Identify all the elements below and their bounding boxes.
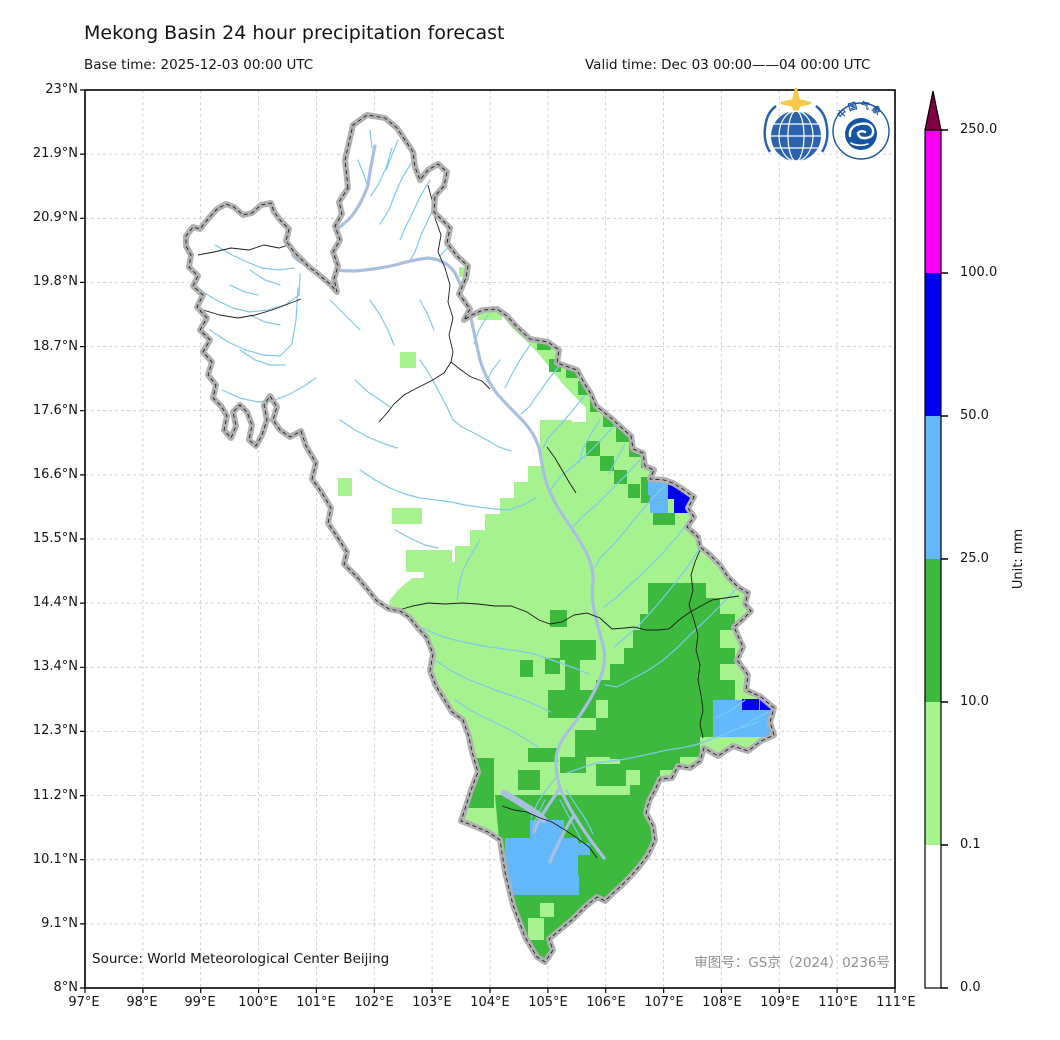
latitude-tick-label: 21.9°N xyxy=(32,146,78,162)
longitude-tick-label: 107°E xyxy=(644,995,684,1010)
latitude-tick-label: 13.4°N xyxy=(32,659,78,675)
wmo-logo-icon xyxy=(763,87,829,162)
latitude-tick-label: 8°N xyxy=(53,979,79,995)
longitude-tick-label: 111°E xyxy=(876,995,916,1010)
axes-frame xyxy=(80,89,896,993)
colorbar-tick-label: 0.0 xyxy=(960,980,981,995)
colorbar-tick-label: 10.0 xyxy=(960,694,989,709)
latitude-tick-label: 14.4°N xyxy=(32,595,78,611)
longitude-tick-label: 102°E xyxy=(354,995,394,1010)
colorbar xyxy=(924,90,948,989)
longitude-tick-label: 104°E xyxy=(470,995,510,1010)
base-time-label: Base time: 2025-12-03 00:00 UTC xyxy=(84,57,314,73)
longitude-tick-label: 105°E xyxy=(528,995,568,1010)
latitude-tick-label: 10.1°N xyxy=(32,851,78,867)
latitude-tick-label: 12.3°N xyxy=(32,723,78,739)
latitude-tick-label: 11.2°N xyxy=(32,787,78,803)
longitude-tick-label: 109°E xyxy=(760,995,800,1010)
latitude-axis: 23°N 21.9°N 20.9°N 19.8°N 18.7°N 17.6°N 16.6°N… xyxy=(0,81,78,997)
longitude-tick-label: 106°E xyxy=(586,995,626,1010)
colorbar-tick-label: 50.0 xyxy=(960,408,989,423)
longitude-tick-label: 97°E xyxy=(68,995,100,1010)
valid-time-label: Valid time: Dec 03 00:00——04 00:00 UTC xyxy=(585,57,871,73)
colorbar-tick-labels: 250.0 100.0 50.0 25.0 10.0 0.1 0.0 xyxy=(960,121,997,997)
longitude-tick-label: 98°E xyxy=(126,995,158,1010)
cma-logo-icon: 中国气象 xyxy=(832,99,890,160)
map-approval-note: 审图号：GS京（2024）0236号 xyxy=(694,955,890,971)
latitude-tick-label: 20.9°N xyxy=(32,210,78,226)
longitude-axis: 97°E 98°E 99°E 100°E 101°E 102°E 103°E 104°E 105… xyxy=(55,995,925,1011)
longitude-tick-label: 110°E xyxy=(818,995,858,1010)
colorbar-tick-label: 100.0 xyxy=(960,265,998,280)
latitude-tick-label: 16.6°N xyxy=(32,466,78,482)
colorbar-tick-label: 250.0 xyxy=(960,122,998,137)
latitude-tick-label: 18.7°N xyxy=(32,338,78,354)
page-title: Mekong Basin 24 hour precipitation forec… xyxy=(84,22,505,44)
longitude-tick-label: 101°E xyxy=(296,995,336,1010)
colorbar-tick-label: 25.0 xyxy=(960,551,989,566)
latitude-tick-label: 17.6°N xyxy=(32,402,78,418)
colorbar-tick-label: 0.1 xyxy=(960,837,981,852)
latitude-tick-label: 19.8°N xyxy=(32,274,78,290)
longitude-tick-label: 108°E xyxy=(702,995,742,1010)
latitude-tick-label: 23°N xyxy=(45,82,78,97)
longitude-tick-label: 99°E xyxy=(184,995,216,1010)
latitude-tick-label: 9.1°N xyxy=(41,915,78,931)
longitude-tick-label: 103°E xyxy=(412,995,452,1010)
source-note: Source: World Meteorological Center Beij… xyxy=(92,951,390,967)
longitude-tick-label: 100°E xyxy=(238,995,278,1010)
latitude-tick-label: 15.5°N xyxy=(32,530,78,546)
colorbar-unit-label: Unit: mm xyxy=(1011,528,1026,590)
